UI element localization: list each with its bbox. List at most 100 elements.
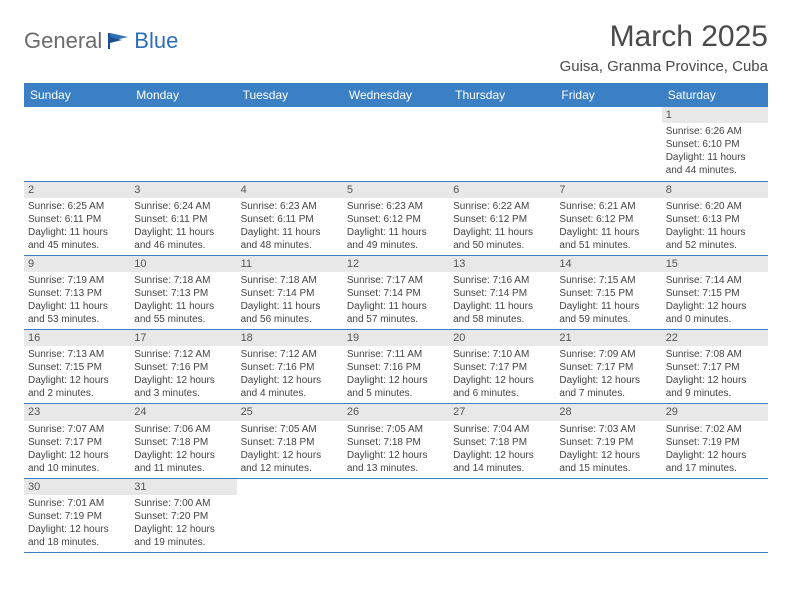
sunset-text: Sunset: 7:13 PM [28, 287, 126, 300]
day-number: 15 [662, 256, 768, 272]
calendar-cell: 10Sunrise: 7:18 AMSunset: 7:13 PMDayligh… [130, 255, 236, 329]
daylight-line2: and 6 minutes. [453, 387, 551, 400]
sunrise-text: Sunrise: 7:13 AM [28, 348, 126, 361]
calendar-cell [449, 478, 555, 552]
day-number: 5 [343, 182, 449, 198]
title-block: March 2025 Guisa, Granma Province, Cuba [560, 20, 768, 75]
calendar-cell: 14Sunrise: 7:15 AMSunset: 7:15 PMDayligh… [555, 255, 661, 329]
sunset-text: Sunset: 6:11 PM [241, 213, 339, 226]
daylight-line1: Daylight: 12 hours [347, 374, 445, 387]
sunset-text: Sunset: 7:14 PM [241, 287, 339, 300]
daylight-line2: and 56 minutes. [241, 313, 339, 326]
daylight-line1: Daylight: 11 hours [241, 300, 339, 313]
day-number: 1 [662, 107, 768, 123]
daylight-line2: and 3 minutes. [134, 387, 232, 400]
daylight-line1: Daylight: 12 hours [241, 449, 339, 462]
daylight-line1: Daylight: 11 hours [28, 226, 126, 239]
sunset-text: Sunset: 7:16 PM [347, 361, 445, 374]
sunset-text: Sunset: 7:13 PM [134, 287, 232, 300]
daylight-line1: Daylight: 12 hours [28, 449, 126, 462]
daylight-line1: Daylight: 11 hours [134, 300, 232, 313]
daylight-line2: and 0 minutes. [666, 313, 764, 326]
sunrise-text: Sunrise: 7:08 AM [666, 348, 764, 361]
daylight-line2: and 10 minutes. [28, 462, 126, 475]
daylight-line1: Daylight: 12 hours [666, 449, 764, 462]
calendar-header: SundayMondayTuesdayWednesdayThursdayFrid… [24, 83, 768, 107]
sunrise-text: Sunrise: 7:00 AM [134, 497, 232, 510]
daylight-line2: and 14 minutes. [453, 462, 551, 475]
calendar-cell [237, 478, 343, 552]
daylight-line2: and 52 minutes. [666, 239, 764, 252]
calendar-cell: 7Sunrise: 6:21 AMSunset: 6:12 PMDaylight… [555, 181, 661, 255]
daylight-line2: and 11 minutes. [134, 462, 232, 475]
sunrise-text: Sunrise: 7:15 AM [559, 274, 657, 287]
daylight-line1: Daylight: 11 hours [347, 226, 445, 239]
sunset-text: Sunset: 7:18 PM [134, 436, 232, 449]
calendar-cell [130, 107, 236, 181]
sunset-text: Sunset: 7:17 PM [28, 436, 126, 449]
daylight-line1: Daylight: 12 hours [241, 374, 339, 387]
daylight-line1: Daylight: 12 hours [134, 374, 232, 387]
sunrise-text: Sunrise: 7:09 AM [559, 348, 657, 361]
daylight-line2: and 58 minutes. [453, 313, 551, 326]
day-number: 29 [662, 404, 768, 420]
calendar-cell: 8Sunrise: 6:20 AMSunset: 6:13 PMDaylight… [662, 181, 768, 255]
calendar-cell: 1Sunrise: 6:26 AMSunset: 6:10 PMDaylight… [662, 107, 768, 181]
day-number: 7 [555, 182, 661, 198]
calendar-table: SundayMondayTuesdayWednesdayThursdayFrid… [24, 83, 768, 553]
daylight-line1: Daylight: 12 hours [347, 449, 445, 462]
day-number: 22 [662, 330, 768, 346]
daylight-line1: Daylight: 11 hours [134, 226, 232, 239]
sunset-text: Sunset: 7:17 PM [453, 361, 551, 374]
daylight-line2: and 15 minutes. [559, 462, 657, 475]
daylight-line2: and 45 minutes. [28, 239, 126, 252]
daylight-line1: Daylight: 12 hours [28, 374, 126, 387]
daylight-line2: and 13 minutes. [347, 462, 445, 475]
calendar-row: 23Sunrise: 7:07 AMSunset: 7:17 PMDayligh… [24, 404, 768, 478]
daylight-line2: and 51 minutes. [559, 239, 657, 252]
day-number: 24 [130, 404, 236, 420]
calendar-cell: 11Sunrise: 7:18 AMSunset: 7:14 PMDayligh… [237, 255, 343, 329]
day-number: 3 [130, 182, 236, 198]
sunset-text: Sunset: 7:17 PM [559, 361, 657, 374]
sunset-text: Sunset: 7:19 PM [28, 510, 126, 523]
day-number: 6 [449, 182, 555, 198]
daylight-line2: and 48 minutes. [241, 239, 339, 252]
day-number: 11 [237, 256, 343, 272]
daylight-line2: and 44 minutes. [666, 164, 764, 177]
sunrise-text: Sunrise: 7:03 AM [559, 423, 657, 436]
weekday-header: Tuesday [237, 83, 343, 107]
day-number: 14 [555, 256, 661, 272]
sunrise-text: Sunrise: 7:04 AM [453, 423, 551, 436]
daylight-line2: and 57 minutes. [347, 313, 445, 326]
calendar-cell [237, 107, 343, 181]
sunset-text: Sunset: 7:16 PM [134, 361, 232, 374]
calendar-cell: 17Sunrise: 7:12 AMSunset: 7:16 PMDayligh… [130, 330, 236, 404]
sunrise-text: Sunrise: 6:26 AM [666, 125, 764, 138]
sunset-text: Sunset: 6:12 PM [453, 213, 551, 226]
daylight-line1: Daylight: 11 hours [559, 300, 657, 313]
day-number: 17 [130, 330, 236, 346]
day-number: 30 [24, 479, 130, 495]
calendar-cell [343, 107, 449, 181]
weekday-header: Saturday [662, 83, 768, 107]
sunset-text: Sunset: 7:19 PM [666, 436, 764, 449]
calendar-cell: 15Sunrise: 7:14 AMSunset: 7:15 PMDayligh… [662, 255, 768, 329]
weekday-header: Sunday [24, 83, 130, 107]
sunrise-text: Sunrise: 7:14 AM [666, 274, 764, 287]
sunset-text: Sunset: 6:10 PM [666, 138, 764, 151]
calendar-cell: 9Sunrise: 7:19 AMSunset: 7:13 PMDaylight… [24, 255, 130, 329]
sunrise-text: Sunrise: 7:01 AM [28, 497, 126, 510]
calendar-row: 1Sunrise: 6:26 AMSunset: 6:10 PMDaylight… [24, 107, 768, 181]
calendar-cell: 21Sunrise: 7:09 AMSunset: 7:17 PMDayligh… [555, 330, 661, 404]
sunrise-text: Sunrise: 7:17 AM [347, 274, 445, 287]
sunrise-text: Sunrise: 6:25 AM [28, 200, 126, 213]
sunset-text: Sunset: 7:18 PM [347, 436, 445, 449]
sunset-text: Sunset: 7:18 PM [241, 436, 339, 449]
sunrise-text: Sunrise: 6:23 AM [241, 200, 339, 213]
sunrise-text: Sunrise: 7:05 AM [347, 423, 445, 436]
day-number: 23 [24, 404, 130, 420]
daylight-line2: and 7 minutes. [559, 387, 657, 400]
sunrise-text: Sunrise: 7:11 AM [347, 348, 445, 361]
calendar-cell: 24Sunrise: 7:06 AMSunset: 7:18 PMDayligh… [130, 404, 236, 478]
